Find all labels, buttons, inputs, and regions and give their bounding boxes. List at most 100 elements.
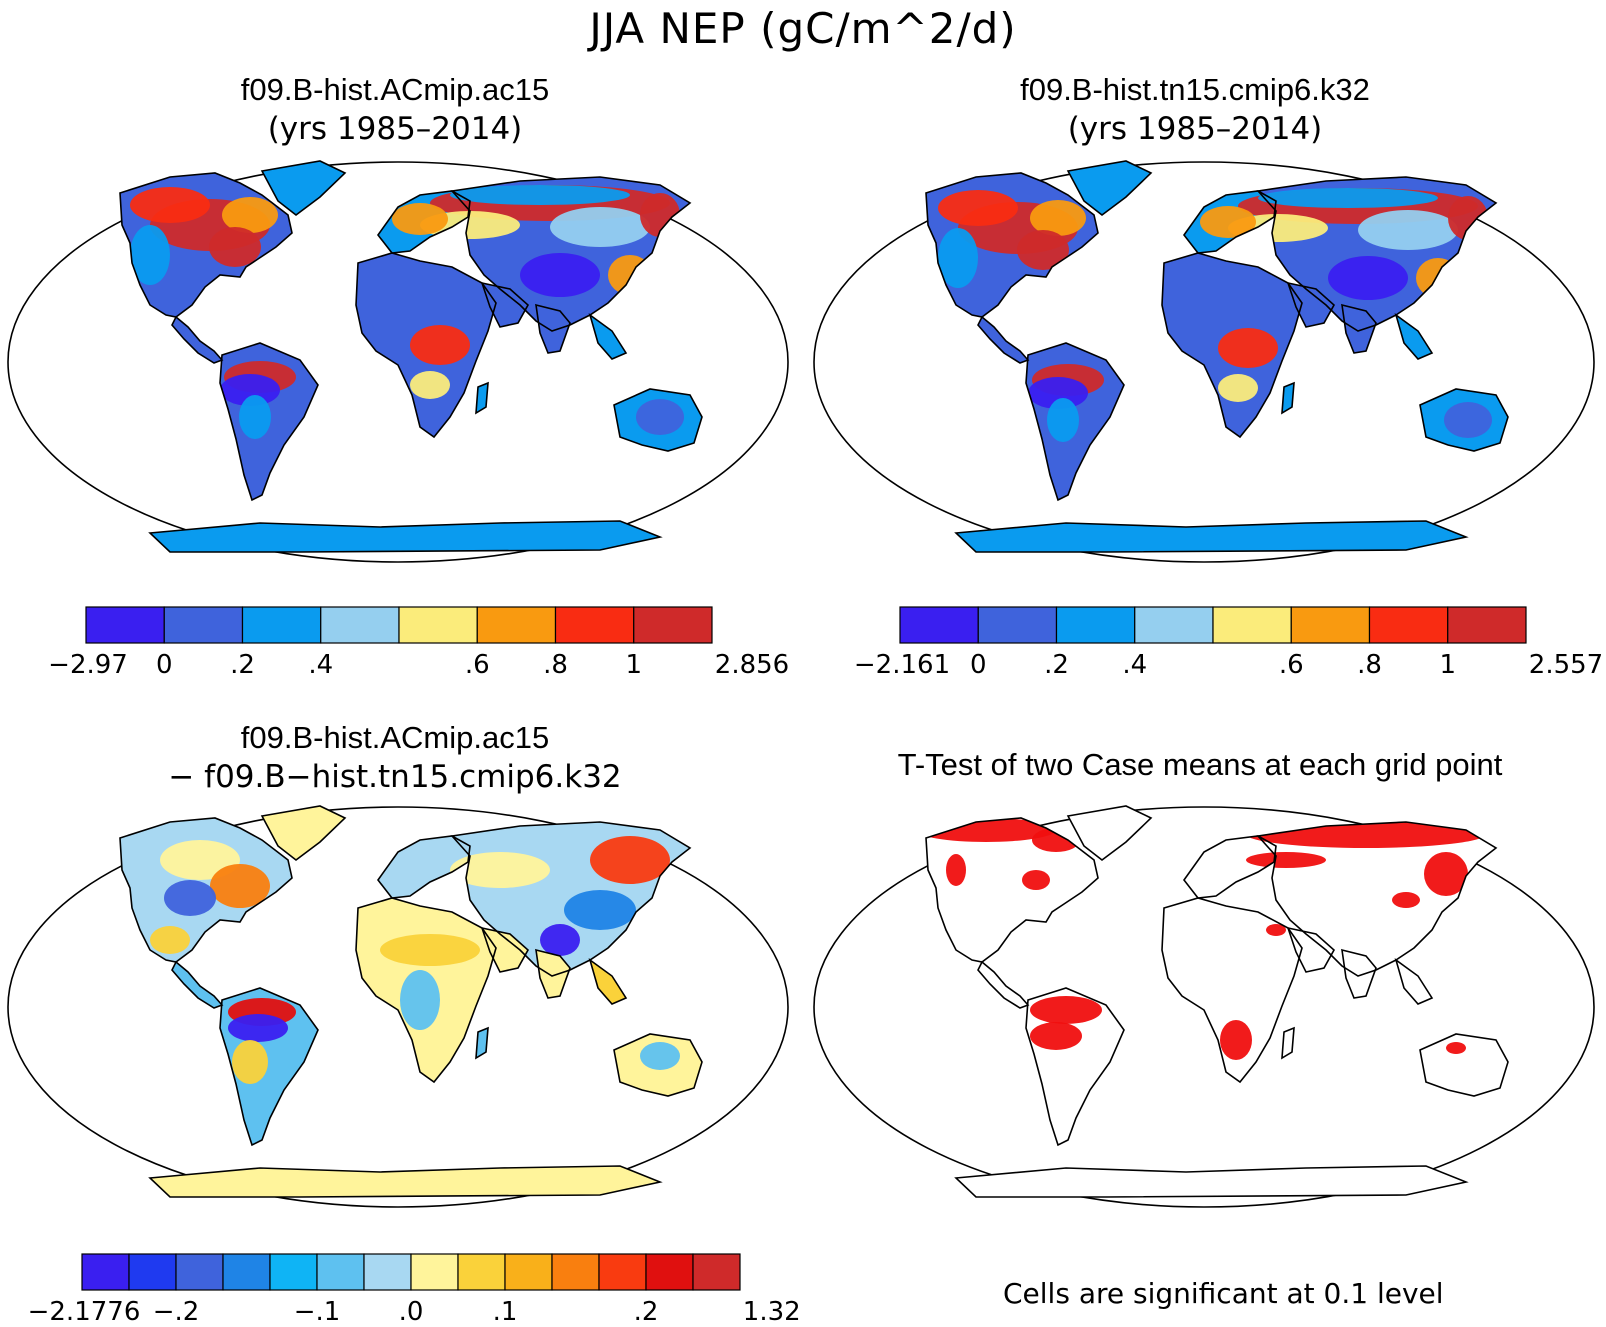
panel2-seAsia-coast (1394, 312, 1434, 360)
panel3-colorbar-swatch (551, 1253, 600, 1291)
panel1-colorbar-swatch (241, 606, 322, 644)
panel4-northAmerica-coast (925, 817, 1099, 963)
panel3-madagascar-coast (475, 1026, 489, 1060)
panel3-coastlines (119, 805, 703, 1198)
panel3-india-coast (535, 948, 571, 999)
figure-title: JJA NEP (gC/m^2/d) (589, 4, 1017, 53)
panel1-colorbar-tick-label: 1 (625, 650, 642, 680)
panel3-southAmerica-coast (219, 987, 319, 1147)
panel1-title: f09.B-hist.ACmip.ac15 (240, 72, 550, 107)
panel3-colorbar-swatch (645, 1253, 694, 1291)
panel3-title-block: f09.B-hist.ACmip.ac15 − f09.B−hist.tn15.… (0, 718, 790, 796)
panel4-patch (1246, 852, 1326, 868)
panel1-patch (222, 197, 278, 233)
panel4-arabia-fill (1288, 928, 1334, 972)
panel2-colorbar-swatch (1055, 606, 1136, 644)
panel1-patch (220, 374, 280, 406)
panel2-title: f09.B-hist.tn15.cmip6.k32 (1020, 72, 1370, 107)
panel3-colorbar-tick-label: .1 (493, 1297, 518, 1327)
panel4-africa-coast (1161, 897, 1303, 1084)
panel2-colorbar-tick-label: .4 (1122, 650, 1147, 680)
panel4-patch (1446, 1042, 1466, 1054)
panel1-patch (520, 253, 600, 297)
panel3-patch (590, 836, 670, 884)
panel2-greenland-coast (1066, 160, 1153, 217)
panel4-patch (1030, 1022, 1082, 1050)
panel3-colorbar-swatch (692, 1253, 741, 1291)
panel2-colorbar-swatch (1368, 606, 1449, 644)
panel1-colorbar: −2.97 0 .2 .4 .6 .8 1 2.856 (48, 606, 789, 680)
panel3-colorbar-swatch (316, 1253, 365, 1291)
panel3-antarctica-coast (148, 1165, 663, 1198)
panel3-colorbar-tick-label: .2 (634, 1297, 659, 1327)
panel4-arabia-coast (1286, 926, 1336, 973)
panel1-title-block: f09.B-hist.ACmip.ac15 (yrs 1985–2014) (0, 70, 790, 148)
panel2-patch (1047, 398, 1079, 442)
panel1-patch (450, 185, 630, 205)
panel3-patch (210, 864, 270, 908)
panel1-colorbar-tick-label: 0 (156, 650, 173, 680)
panel4-patch (1424, 852, 1468, 896)
panel1-patch (410, 371, 450, 399)
panel1-antarctica-coast (148, 520, 663, 553)
panel2-patch (1030, 200, 1086, 236)
panel1-antarctica-fill (150, 521, 660, 552)
panel3-subtitle: − f09.B−hist.tn15.cmip6.k32 (168, 759, 622, 795)
panel3-colorbar-tick-label: −.2 (153, 1297, 200, 1327)
panel4-australia-fill (1420, 1034, 1508, 1096)
panel3-colorbar-tick-label: .0 (399, 1297, 424, 1327)
panel4-antarctica-coast (954, 1165, 1469, 1198)
panel2-asia-coast (1256, 176, 1498, 332)
panel2-seAsia-fill (1396, 315, 1432, 359)
panel2-southAmerica-coast (1025, 342, 1125, 502)
panel3-colorbar-swatch (598, 1253, 647, 1291)
panel1-colorbar-tick-label: .8 (543, 650, 568, 680)
panel1-colorbar-swatch (85, 606, 165, 644)
panel3-map (7, 805, 789, 1208)
panel2-colorbar-swatch (1290, 606, 1371, 644)
panel3-colorbar-tick-label: −2.1776 (28, 1297, 141, 1327)
panel3-madagascar-fill (476, 1028, 488, 1058)
panel1-colorbar-tick-label: .2 (230, 650, 255, 680)
panel3-australia-coast (613, 1033, 703, 1097)
panel2-colorbar-tick-label: .6 (1279, 650, 1304, 680)
panel3-colorbar: −2.1776 −.2 −.1 .0 .1 .2 1.321 (28, 1253, 800, 1327)
panel1-greenland-coast (260, 160, 347, 217)
panel2-patch (1200, 206, 1256, 238)
panel2-centralAm-fill (978, 317, 1028, 363)
panel4-seAsia-coast (1394, 957, 1434, 1005)
panel4-antarctica-fill (956, 1166, 1466, 1197)
panel3-arabia-coast (480, 926, 530, 973)
panel4-australia-coast (1419, 1033, 1509, 1097)
panel1-india-fill (536, 305, 570, 353)
panel1-patch (130, 225, 170, 285)
panel3-greenland-fill (262, 806, 345, 860)
panel4-europe-fill (1184, 836, 1276, 898)
panel1-arabia-fill (482, 283, 528, 327)
panel3-patch (640, 1042, 680, 1070)
panel3-patch (232, 1040, 268, 1084)
panel2-colorbar-tick-label: .2 (1044, 650, 1069, 680)
panel4-africa-fill (1162, 898, 1302, 1082)
panel3-colorbar-swatch (504, 1253, 553, 1291)
panel1-colorbar-swatch (554, 606, 635, 644)
panel2-colorbar-tick-label: 2.557 (1529, 650, 1603, 680)
panel3-india-fill (536, 950, 570, 998)
panel3-patch (380, 934, 480, 966)
panel4-india-coast (1341, 948, 1377, 999)
panel4-patch (946, 854, 966, 886)
panel2-patch (1218, 328, 1278, 368)
panel3-colorbar-swatch (175, 1253, 224, 1291)
panel2-colorbar-tick-label: .8 (1357, 650, 1382, 680)
panel2-subtitle: (yrs 1985–2014) (1067, 111, 1323, 147)
panel3-patch (228, 1014, 288, 1042)
panel3-colorbar-swatch (363, 1253, 412, 1291)
panel1-patch (392, 203, 448, 235)
panel3-colorbar-swatch (410, 1253, 459, 1291)
panel3-colorbar-tick-label: 1.321 (743, 1297, 800, 1327)
panel4-europe-coast (1183, 835, 1277, 899)
panel2-colorbar-tick-label: 1 (1439, 650, 1456, 680)
panel3-patch (164, 880, 216, 916)
panel2-patch (938, 228, 978, 288)
panel2-australia-coast (1419, 388, 1509, 452)
